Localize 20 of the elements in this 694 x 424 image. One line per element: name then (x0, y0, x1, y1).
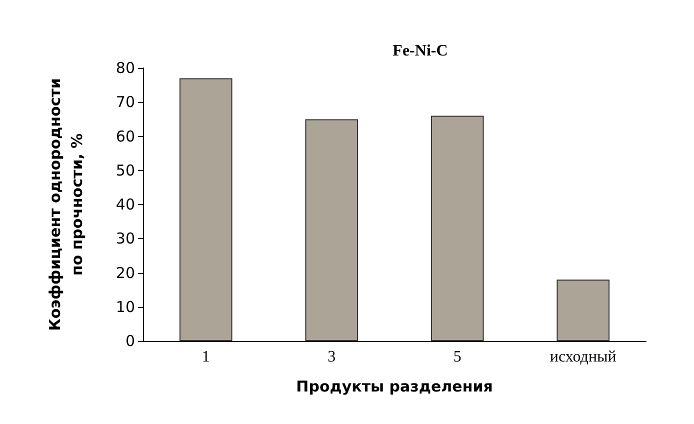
x-tick-label: 5 (453, 348, 462, 366)
y-tick-label: 80 (116, 59, 135, 77)
x-axis-title: Продукты разделения (296, 378, 493, 396)
x-tick-label: 3 (328, 348, 336, 366)
bar (305, 119, 358, 341)
y-axis-title: Коэффициент однородности по прочности, % (46, 78, 86, 331)
y-tick-label: 60 (116, 127, 135, 146)
bar (556, 280, 610, 341)
y-tick-label: 30 (116, 230, 135, 248)
y-tick-label: 10 (116, 298, 135, 316)
x-tick-label: исходный (550, 348, 617, 366)
bar (430, 116, 484, 341)
y-tick-label: 0 (125, 332, 135, 350)
y-tick-label: 40 (116, 196, 135, 214)
chart-title: Fe-Ni-C (392, 42, 448, 60)
bar (179, 78, 232, 341)
y-tick-label: 70 (116, 93, 135, 112)
y-tick-label: 50 (116, 161, 135, 180)
y-tick-label: 20 (116, 264, 135, 282)
x-tick-label: 1 (202, 348, 210, 366)
